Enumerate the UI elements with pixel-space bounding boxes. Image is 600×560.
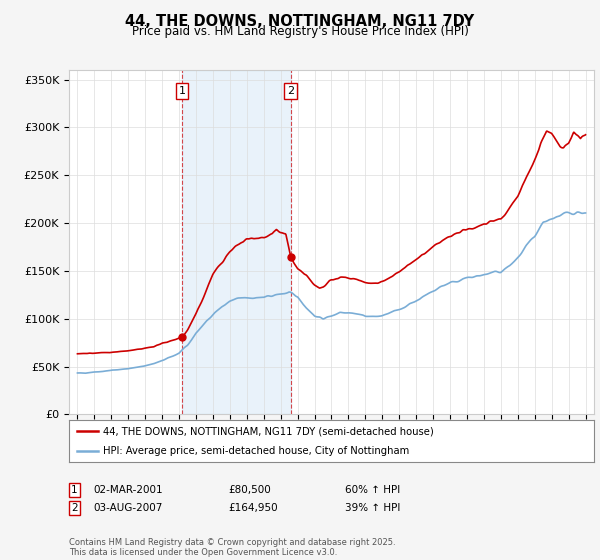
Bar bbox=[182, 70, 290, 414]
Text: 1: 1 bbox=[178, 86, 185, 96]
Text: 2: 2 bbox=[287, 86, 294, 96]
Text: £164,950: £164,950 bbox=[228, 503, 278, 513]
Text: HPI: Average price, semi-detached house, City of Nottingham: HPI: Average price, semi-detached house,… bbox=[103, 446, 409, 456]
Text: £80,500: £80,500 bbox=[228, 485, 271, 495]
Text: Contains HM Land Registry data © Crown copyright and database right 2025.
This d: Contains HM Land Registry data © Crown c… bbox=[69, 538, 395, 557]
Text: 1: 1 bbox=[71, 485, 77, 495]
Text: 39% ↑ HPI: 39% ↑ HPI bbox=[345, 503, 400, 513]
Text: 2: 2 bbox=[71, 503, 77, 513]
Text: 03-AUG-2007: 03-AUG-2007 bbox=[93, 503, 163, 513]
Text: 60% ↑ HPI: 60% ↑ HPI bbox=[345, 485, 400, 495]
Text: 44, THE DOWNS, NOTTINGHAM, NG11 7DY (semi-detached house): 44, THE DOWNS, NOTTINGHAM, NG11 7DY (sem… bbox=[103, 426, 434, 436]
Text: 44, THE DOWNS, NOTTINGHAM, NG11 7DY: 44, THE DOWNS, NOTTINGHAM, NG11 7DY bbox=[125, 14, 475, 29]
Text: Price paid vs. HM Land Registry's House Price Index (HPI): Price paid vs. HM Land Registry's House … bbox=[131, 25, 469, 38]
Text: 02-MAR-2001: 02-MAR-2001 bbox=[93, 485, 163, 495]
